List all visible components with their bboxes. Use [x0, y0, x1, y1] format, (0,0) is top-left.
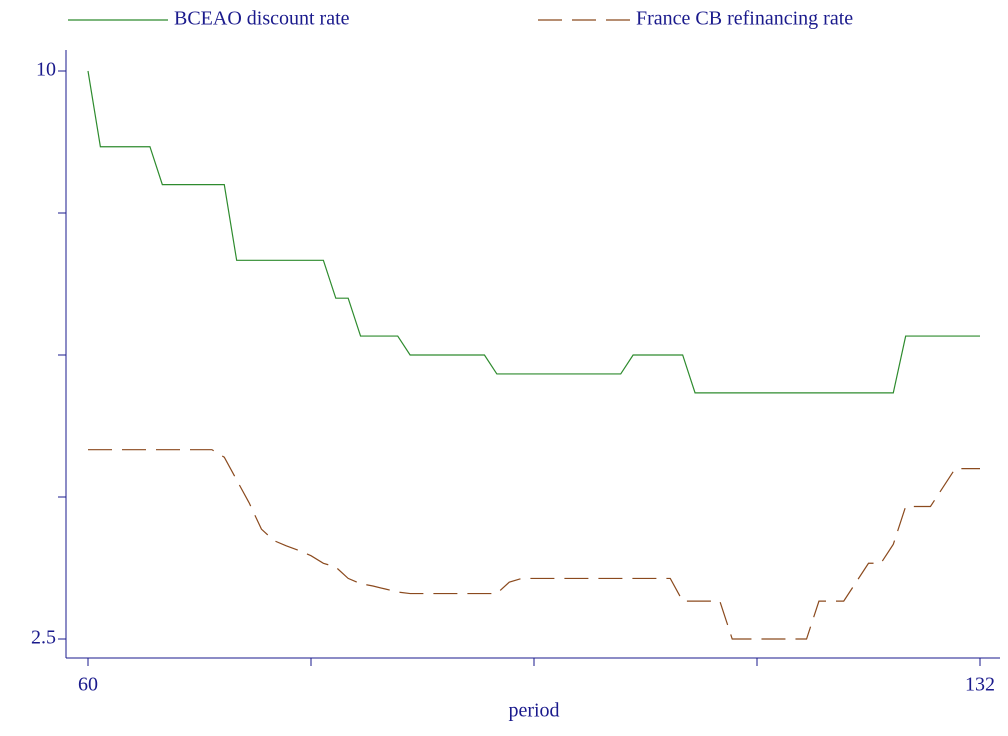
x-tick-label: 60 — [78, 674, 98, 696]
series-line — [88, 449, 980, 640]
legend-label: BCEAO discount rate — [174, 8, 350, 30]
legend-label: France CB refinancing rate — [636, 8, 853, 30]
series-line — [87, 70, 980, 394]
x-axis-label: period — [508, 700, 559, 722]
y-tick-label: 2.5 — [31, 627, 56, 649]
x-tick-label: 132 — [965, 674, 995, 696]
y-tick-label: 10 — [36, 59, 56, 81]
